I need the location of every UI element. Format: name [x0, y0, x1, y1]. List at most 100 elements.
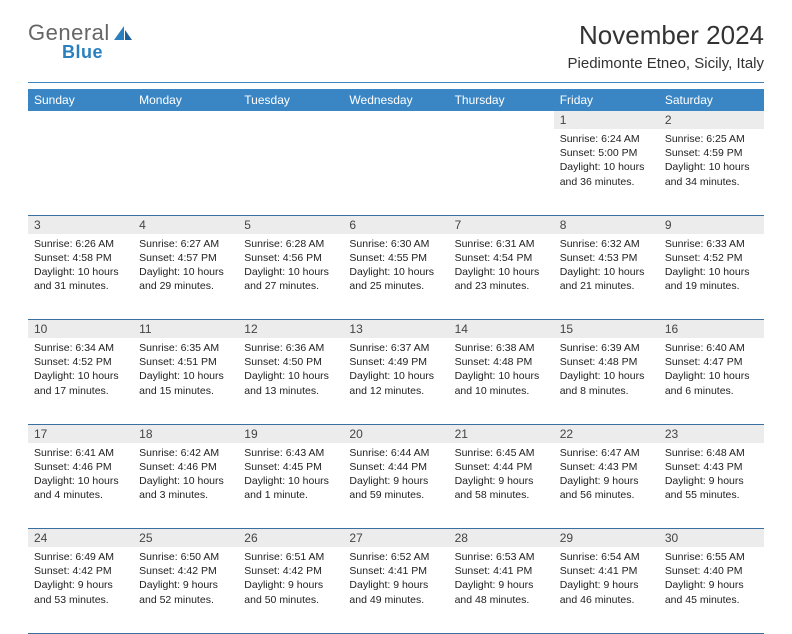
day-details: Sunrise: 6:32 AMSunset: 4:53 PMDaylight:…	[554, 234, 659, 300]
day-number-cell: 29	[554, 529, 659, 548]
day-details: Sunrise: 6:35 AM Sunset: 4:51 PM Daylight:…	[133, 338, 238, 404]
sunset-line: Sunset: 4:40 PM	[665, 565, 743, 577]
daylight-line: Daylight: 9 hours and 45 minutes.	[665, 579, 744, 605]
sunset-line: Sunset: 5:00 PM	[560, 147, 638, 159]
day-number-cell: 21	[449, 424, 554, 443]
daylight-line: Daylight: 9 hours and 58 minutes.	[455, 475, 534, 501]
sunset-line: Sunset: 4:58 PM	[34, 252, 112, 264]
daylight-line: Daylight: 10 hours and 15 minutes.	[139, 370, 224, 396]
day-details: Sunrise: 6:42 AMSunset: 4:46 PMDaylight:…	[133, 443, 238, 509]
day-details: Sunrise: 6:36 AMSunset: 4:50 PMDaylight:…	[238, 338, 343, 404]
day-details: Sunrise: 6:52 AMSunset: 4:41 PMDaylight:…	[343, 547, 448, 613]
daylight-line: Daylight: 10 hours and 31 minutes.	[34, 266, 119, 292]
day-content-cell: Sunrise: 6:40 AMSunset: 4:47 PMDaylight:…	[659, 338, 764, 424]
sunrise-line: Sunrise: 6:54 AM	[560, 551, 640, 563]
sunset-line: Sunset: 4:59 PM	[665, 147, 743, 159]
weekday-header: Tuesday	[238, 89, 343, 111]
sunset-line: Sunset: 4:57 PM	[139, 252, 217, 264]
day-content-cell: Sunrise: 6:41 AMSunset: 4:46 PMDaylight:…	[28, 443, 133, 529]
day-content-cell: Sunrise: 6:42 AMSunset: 4:46 PMDaylight:…	[133, 443, 238, 529]
day-number-cell: 3	[28, 215, 133, 234]
logo: General Blue	[28, 20, 134, 46]
daylight-line: Daylight: 10 hours and 19 minutes.	[665, 266, 750, 292]
day-number-cell	[238, 111, 343, 129]
sunrise-line: Sunrise: 6:53 AM	[455, 551, 535, 563]
calendar-table: SundayMondayTuesdayWednesdayThursdayFrid…	[28, 89, 764, 634]
day-number-row: 17181920212223	[28, 424, 764, 443]
day-number-cell	[133, 111, 238, 129]
day-content-cell	[28, 129, 133, 215]
sunrise-line: Sunrise: 6:43 AM	[244, 447, 324, 459]
sunset-line: Sunset: 4:54 PM	[455, 252, 533, 264]
day-number-cell: 27	[343, 529, 448, 548]
day-number-cell	[28, 111, 133, 129]
sunset-line: Sunset: 4:52 PM	[665, 252, 743, 264]
sunset-line: Sunset: 4:56 PM	[244, 252, 322, 264]
day-details: Sunrise: 6:49 AMSunset: 4:42 PMDaylight:…	[28, 547, 133, 613]
day-details: Sunrise: 6:28 AMSunset: 4:56 PMDaylight:…	[238, 234, 343, 300]
day-details: Sunrise: 6:53 AMSunset: 4:41 PMDaylight:…	[449, 547, 554, 613]
day-content-cell: Sunrise: 6:26 AMSunset: 4:58 PMDaylight:…	[28, 234, 133, 320]
weekday-header: Sunday	[28, 89, 133, 111]
sunset-line: Sunset: 4:51 PM	[139, 356, 217, 368]
daylight-line: Daylight: 9 hours and 56 minutes.	[560, 475, 639, 501]
day-content-cell: Sunrise: 6:37 AMSunset: 4:49 PMDaylight:…	[343, 338, 448, 424]
day-content-cell: Sunrise: 6:36 AMSunset: 4:50 PMDaylight:…	[238, 338, 343, 424]
day-number-cell: 1	[554, 111, 659, 129]
sunset-line: Sunset: 4:48 PM	[455, 356, 533, 368]
day-content-row: Sunrise: 6:34 AMSunset: 4:52 PMDaylight:…	[28, 338, 764, 424]
day-content-cell: Sunrise: 6:54 AMSunset: 4:41 PMDaylight:…	[554, 547, 659, 633]
day-details: Sunrise: 6:44 AMSunset: 4:44 PMDaylight:…	[343, 443, 448, 509]
day-details: Sunrise: 6:41 AMSunset: 4:46 PMDaylight:…	[28, 443, 133, 509]
sunrise-line: Sunrise: 6:34 AM	[34, 342, 114, 354]
daylight-line: Daylight: 10 hours and 6 minutes.	[665, 370, 750, 396]
sunset-line: Sunset: 4:50 PM	[244, 356, 322, 368]
sunrise-line: Sunrise: 6:44 AM	[349, 447, 429, 459]
daylight-line: Daylight: 10 hours and 13 minutes.	[244, 370, 329, 396]
weekday-header: Monday	[133, 89, 238, 111]
day-details: Sunrise: 6:30 AMSunset: 4:55 PMDaylight:…	[343, 234, 448, 300]
day-number-cell: 25	[133, 529, 238, 548]
sunset-line: Sunset: 4:49 PM	[349, 356, 427, 368]
sunset-line: Sunset: 4:45 PM	[244, 461, 322, 473]
day-content-cell: Sunrise: 6:45 AMSunset: 4:44 PMDaylight:…	[449, 443, 554, 529]
day-number-row: 12	[28, 111, 764, 129]
day-details: Sunrise: 6:26 AMSunset: 4:58 PMDaylight:…	[28, 234, 133, 300]
day-details: Sunrise: 6:55 AMSunset: 4:40 PMDaylight:…	[659, 547, 764, 613]
sunset-line: Sunset: 4:42 PM	[34, 565, 112, 577]
sunrise-line: Sunrise: 6:52 AM	[349, 551, 429, 563]
day-content-cell: Sunrise: 6:28 AMSunset: 4:56 PMDaylight:…	[238, 234, 343, 320]
subtitle-rule	[28, 82, 764, 83]
day-content-cell: Sunrise: 6:33 AM Sunset: 4:52 PM Daylight:…	[659, 234, 764, 320]
sunrise-line: Sunrise: 6:38 AM	[455, 342, 535, 354]
day-number-cell: 15	[554, 320, 659, 339]
daylight-line: Daylight: 10 hours and 25 minutes.	[349, 266, 434, 292]
day-details: Sunrise: 6:51 AMSunset: 4:42 PMDaylight:…	[238, 547, 343, 613]
sunrise-line: Sunrise: 6:35 AM	[139, 342, 219, 354]
page-title: November 2024	[568, 20, 764, 51]
day-content-row: Sunrise: 6:41 AMSunset: 4:46 PMDaylight:…	[28, 443, 764, 529]
daylight-line: Daylight: 9 hours and 46 minutes.	[560, 579, 639, 605]
sunset-line: Sunset: 4:46 PM	[34, 461, 112, 473]
daylight-line: Daylight: 9 hours and 52 minutes.	[139, 579, 218, 605]
day-number-cell: 7	[449, 215, 554, 234]
sunrise-line: Sunrise: 6:33 AM	[665, 238, 745, 250]
day-number-row: 24252627282930	[28, 529, 764, 548]
day-number-cell: 16	[659, 320, 764, 339]
day-number-cell: 30	[659, 529, 764, 548]
day-details: Sunrise: 6:40 AMSunset: 4:47 PMDaylight:…	[659, 338, 764, 404]
day-number-cell: 11	[133, 320, 238, 339]
day-number-cell: 22	[554, 424, 659, 443]
day-content-row: Sunrise: 6:26 AMSunset: 4:58 PMDaylight:…	[28, 234, 764, 320]
daylight-line: Daylight: 9 hours and 49 minutes.	[349, 579, 428, 605]
day-number-cell: 4	[133, 215, 238, 234]
daylight-line: Daylight: 10 hours and 36 minutes.	[560, 161, 645, 187]
day-content-cell: Sunrise: 6:49 AMSunset: 4:42 PMDaylight:…	[28, 547, 133, 633]
day-details: Sunrise: 6:27 AMSunset: 4:57 PMDaylight:…	[133, 234, 238, 300]
day-content-cell: Sunrise: 6:48 AMSunset: 4:43 PMDaylight:…	[659, 443, 764, 529]
weekday-header: Wednesday	[343, 89, 448, 111]
daylight-line: Daylight: 9 hours and 53 minutes.	[34, 579, 113, 605]
day-number-cell: 14	[449, 320, 554, 339]
daylight-line: Daylight: 10 hours and 10 minutes.	[455, 370, 540, 396]
day-number-cell: 13	[343, 320, 448, 339]
